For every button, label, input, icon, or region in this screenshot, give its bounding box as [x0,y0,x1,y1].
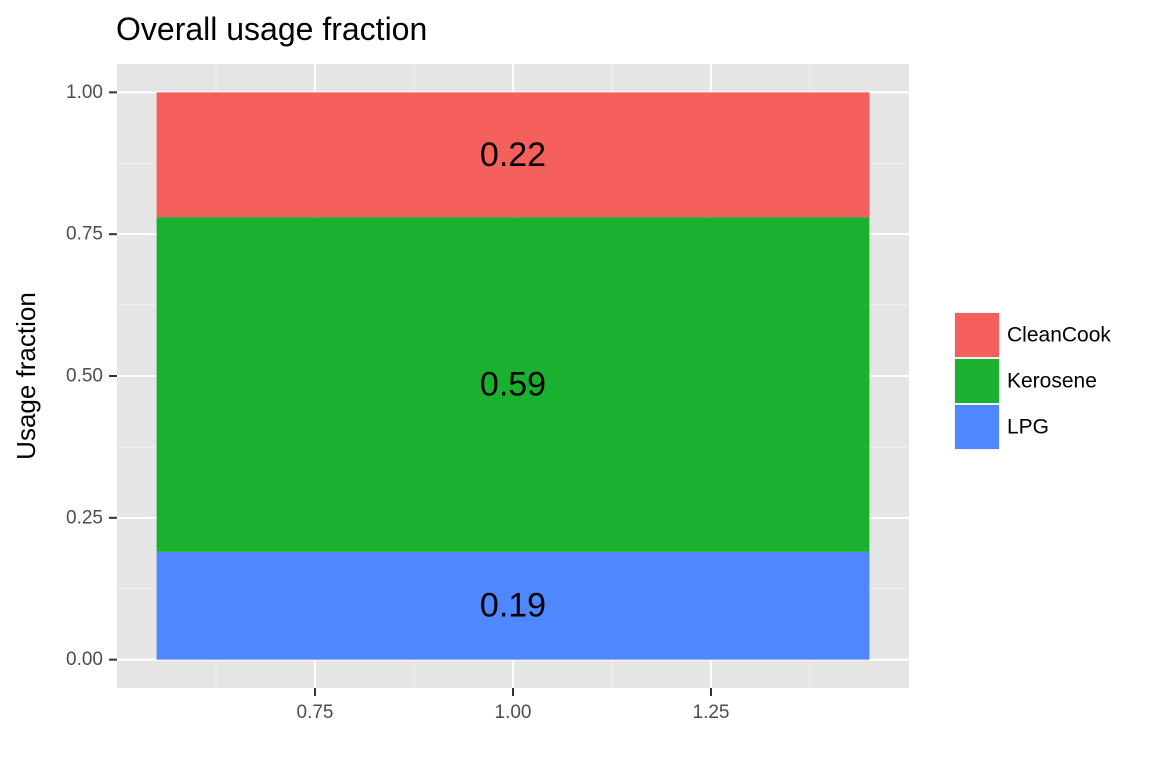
bar-segments [156,92,870,660]
legend-label-cleancook: CleanCook [1007,324,1111,347]
data-label-lpg: 0.19 [480,587,546,625]
x-tick-label: 0.75 [297,702,334,723]
legend: CleanCook Kerosene LPG [954,312,1111,450]
bar-segment-kerosene [156,217,870,552]
x-tick-label: 1.00 [495,702,532,723]
data-label-kerosene: 0.59 [480,366,546,404]
legend-label-kerosene: Kerosene [1007,370,1097,393]
legend-label-lpg: LPG [1007,416,1049,439]
y-tick-label: 0.25 [66,507,103,528]
y-tick-label: 0.50 [66,366,103,387]
legend-key-lpg [955,405,999,449]
x-tick-label: 1.25 [693,702,730,723]
y-axis-label: Usage fraction [11,292,41,460]
bar-segment-cleancook [156,92,870,218]
y-tick-label: 0.00 [66,649,103,670]
legend-key-cleancook [955,313,999,357]
bar-segment-lpg [156,551,870,660]
y-tick-label: 1.00 [66,82,103,103]
data-labels: 0.19 0.59 0.22 [480,136,546,625]
axes: 0.00 0.25 0.50 0.75 1.00 0.75 1.00 1.25 [66,82,729,723]
legend-key-kerosene [955,359,999,403]
data-label-cleancook: 0.22 [480,136,546,174]
chart-title: Overall usage fraction [116,11,427,47]
y-tick-label: 0.75 [66,224,103,245]
